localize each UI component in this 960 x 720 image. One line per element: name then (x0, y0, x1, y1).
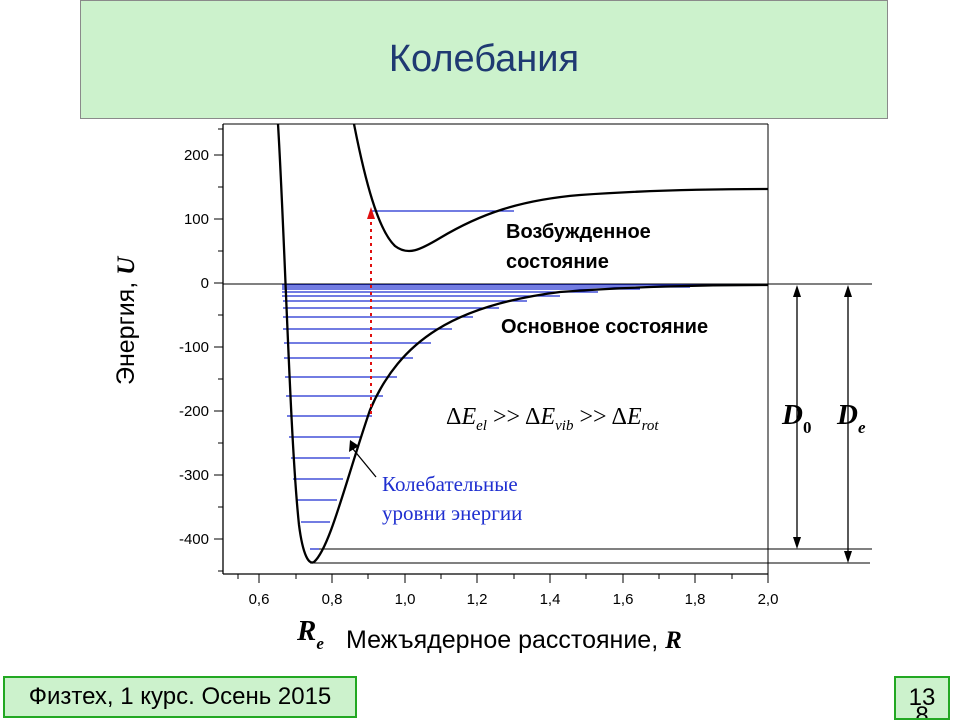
y-ticks-major (214, 154, 223, 540)
page-number: 13 (908, 684, 936, 711)
x-tick-label: 1,4 (540, 591, 561, 608)
energy-hierarchy-formula: ΔEel >> ΔEvib >> ΔErot (446, 404, 659, 434)
x-tick-label: 1,8 (685, 591, 706, 608)
y-tick-label: 200 (184, 147, 209, 164)
page-number-overflow: 8 (915, 702, 929, 720)
levels-pointer-line (352, 448, 377, 478)
x-axis-label: Межъядерное расстояние, R (346, 626, 682, 654)
footer-text: Физтех, 1 курс. Осень 2015 (28, 683, 332, 710)
y-tick-label: 0 (201, 275, 209, 292)
de-label: De (836, 399, 866, 437)
vibrational-levels-label-line1: Колебательные (382, 472, 518, 496)
excited-state-curve (352, 123, 769, 253)
transition-arrow-head (367, 207, 375, 219)
y-tick-label: -400 (179, 531, 209, 548)
slide-title: Колебания (388, 38, 580, 80)
x-tick-label: 1,0 (395, 591, 416, 608)
x-ticks-major (258, 574, 769, 583)
ground-vibrational-levels (282, 284, 740, 550)
x-tick-label: 1,2 (467, 591, 488, 608)
y-tick-label: -200 (179, 403, 209, 420)
x-tick-label: 1,6 (613, 591, 634, 608)
re-label: Re (296, 615, 324, 653)
de-arrow (844, 285, 852, 563)
x-tick-label: 0,8 (322, 591, 343, 608)
x-tick-label: 0,6 (249, 591, 270, 608)
d0-arrow (793, 285, 801, 549)
y-tick-label: -300 (179, 467, 209, 484)
excited-state-label-line1: Возбужденное (506, 221, 651, 243)
page-number-box: 13 8 (894, 676, 950, 720)
ground-state-curve (276, 123, 769, 564)
x-ticks-minor (237, 574, 733, 579)
footer-box: Физтех, 1 курс. Осень 2015 (3, 676, 357, 718)
x-tick-label: 2,0 (758, 591, 779, 608)
ground-state-label: Основное состояние (501, 316, 708, 338)
y-ticks-minor (218, 128, 223, 572)
y-tick-label: -100 (179, 339, 209, 356)
y-axis-label: Энергия, U (112, 255, 140, 385)
vibrational-levels-label-line2: уровни энергии (382, 501, 522, 525)
title-box: Колебания (80, 0, 888, 119)
excited-state-label-line2: состояние (506, 251, 609, 273)
d0-label: D0 (781, 399, 811, 437)
y-tick-label: 100 (184, 211, 209, 228)
levels-pointer-head (349, 440, 359, 452)
